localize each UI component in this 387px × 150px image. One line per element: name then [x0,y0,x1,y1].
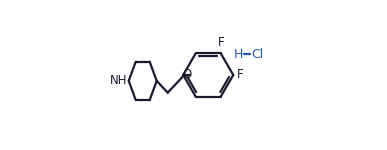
Text: Cl: Cl [251,48,263,61]
Text: NH: NH [110,74,128,87]
Text: O: O [182,69,192,81]
Text: H: H [233,48,243,61]
Text: F: F [236,69,243,81]
Text: F: F [217,36,224,49]
